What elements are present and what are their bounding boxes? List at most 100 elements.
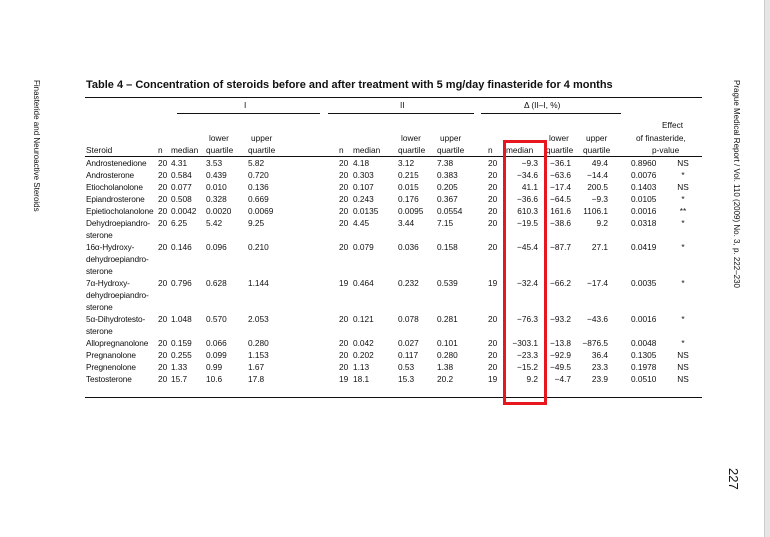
- median-delta: −15.2: [517, 362, 538, 372]
- upper-delta: 23.9: [591, 374, 608, 384]
- header-lower: quartile: [546, 145, 574, 155]
- lower-II: 0.53: [398, 362, 415, 372]
- upper-I: 17.8: [248, 374, 265, 384]
- median-II: 0.243: [353, 194, 374, 204]
- lower-II: 3.12: [398, 158, 415, 168]
- bottom-rule: [85, 397, 702, 398]
- median-delta: −9.3: [521, 158, 538, 168]
- upper-II: 0.280: [437, 350, 458, 360]
- median-I: 0.159: [171, 338, 192, 348]
- significance: *: [681, 218, 685, 228]
- lower-delta: −13.8: [550, 338, 571, 348]
- upper-II: 0.205: [437, 182, 458, 192]
- n-delta: 20: [488, 182, 498, 192]
- p-value: 0.0419: [631, 242, 657, 252]
- p-value: 0.1978: [631, 362, 657, 372]
- n-delta: 20: [488, 338, 498, 348]
- median-II: 0.0135: [353, 206, 379, 216]
- n-II: 19: [339, 278, 349, 288]
- median-I: 6.25: [171, 218, 188, 228]
- n-delta: 20: [488, 170, 498, 180]
- upper-II: 0.0554: [437, 206, 463, 216]
- steroid-name: Etiocholanolone: [86, 182, 143, 192]
- significance: *: [681, 194, 685, 204]
- lower-I: 0.0020: [206, 206, 232, 216]
- n-II: 20: [339, 242, 349, 252]
- n-II: 20: [339, 206, 349, 216]
- lower-I: 0.010: [206, 182, 227, 192]
- header-rule: [85, 156, 702, 157]
- median-I: 1.048: [171, 314, 192, 324]
- header-lower: lower: [401, 133, 421, 143]
- header-upper: upper: [251, 133, 273, 143]
- lower-I: 0.328: [206, 194, 227, 204]
- lower-I: 0.570: [206, 314, 227, 324]
- upper-II: 0.383: [437, 170, 458, 180]
- n-delta: 20: [488, 218, 498, 228]
- median-II: 0.107: [353, 182, 374, 192]
- header-steroid: Steroid: [86, 145, 113, 155]
- median-delta: −23.3: [517, 350, 538, 360]
- n-II: 20: [339, 194, 349, 204]
- steroid-name: 16α-Hydroxy-: [86, 242, 135, 252]
- lower-II: 0.078: [398, 314, 419, 324]
- upper-I: 1.153: [248, 350, 269, 360]
- significance: *: [681, 338, 685, 348]
- steroid-name: Allopregnanolone: [86, 338, 149, 348]
- median-I: 0.508: [171, 194, 192, 204]
- n-I: 20: [158, 374, 168, 384]
- n-delta: 20: [488, 158, 498, 168]
- median-II: 0.202: [353, 350, 374, 360]
- n-I: 20: [158, 170, 168, 180]
- lower-I: 0.439: [206, 170, 227, 180]
- n-II: 20: [339, 362, 349, 372]
- significance: **: [679, 206, 687, 216]
- n-delta: 20: [488, 206, 498, 216]
- lower-I: 0.066: [206, 338, 227, 348]
- lower-delta: −17.4: [550, 182, 571, 192]
- steroid-name: 7α-Hydroxy-: [86, 278, 130, 288]
- median-I: 0.146: [171, 242, 192, 252]
- upper-II: 7.38: [437, 158, 454, 168]
- median-I: 0.584: [171, 170, 192, 180]
- upper-II: 0.281: [437, 314, 458, 324]
- header-lower: lower: [549, 133, 569, 143]
- header-n: n: [158, 145, 163, 155]
- header-upper: quartile: [583, 145, 611, 155]
- significance: *: [681, 170, 685, 180]
- significance: *: [681, 278, 685, 288]
- significance: *: [681, 314, 685, 324]
- steroid-name: Androstenedione: [86, 158, 147, 168]
- lower-I: 5.42: [206, 218, 223, 228]
- upper-II: 0.101: [437, 338, 458, 348]
- header-median: median: [171, 145, 199, 155]
- upper-I: 0.0069: [248, 206, 274, 216]
- p-value: 0.0105: [631, 194, 657, 204]
- lower-delta: −66.2: [550, 278, 571, 288]
- median-delta: −303.1: [512, 338, 538, 348]
- significance: *: [681, 242, 685, 252]
- n-delta: 20: [488, 362, 498, 372]
- header-lower: lower: [209, 133, 229, 143]
- n-I: 20: [158, 182, 168, 192]
- steroid-name: Epiandrosterone: [86, 194, 145, 204]
- header-lower: quartile: [398, 145, 426, 155]
- median-II: 0.079: [353, 242, 374, 252]
- lower-II: 0.036: [398, 242, 419, 252]
- table-title: Table 4 – Concentration of steroids befo…: [86, 79, 613, 91]
- median-I: 0.077: [171, 182, 192, 192]
- n-II: 20: [339, 338, 349, 348]
- steroid-name: 5α-Dihydrotesto-: [86, 314, 146, 324]
- upper-II: 7.15: [437, 218, 454, 228]
- upper-delta: 23.3: [591, 362, 608, 372]
- n-I: 20: [158, 362, 168, 372]
- n-I: 20: [158, 314, 168, 324]
- p-value: 0.1305: [631, 350, 657, 360]
- upper-I: 0.136: [248, 182, 269, 192]
- lower-II: 15.3: [398, 374, 415, 384]
- significance: NS: [677, 362, 689, 372]
- lower-I: 3.53: [206, 158, 223, 168]
- significance: NS: [677, 182, 689, 192]
- median-I: 4.31: [171, 158, 188, 168]
- p-value: 0.0510: [631, 374, 657, 384]
